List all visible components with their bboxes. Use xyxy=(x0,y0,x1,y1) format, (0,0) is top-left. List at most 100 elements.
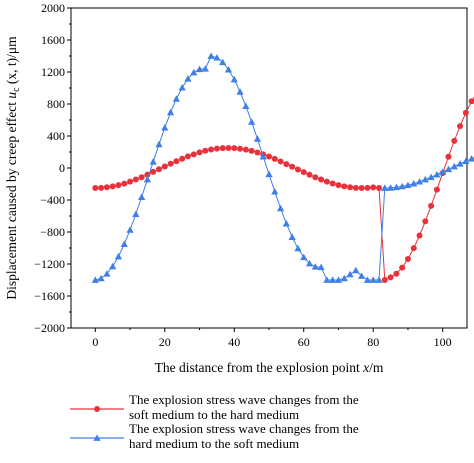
series-2-point xyxy=(456,160,464,167)
series-1-point xyxy=(213,145,220,152)
series-1-point xyxy=(381,277,388,283)
series-1-point xyxy=(387,274,394,281)
series-2-point xyxy=(143,175,152,183)
series-1-point xyxy=(266,153,273,160)
series-2-point xyxy=(433,171,441,178)
series-2-point xyxy=(439,168,447,175)
series-1-point xyxy=(173,158,180,165)
series-1-point xyxy=(404,255,411,262)
x-tick-label: 60 xyxy=(298,335,310,349)
series-1-point xyxy=(271,155,278,162)
series-2-point xyxy=(427,173,435,181)
series-2-point xyxy=(329,276,337,283)
series-2-point xyxy=(352,266,360,274)
series-2-point xyxy=(311,263,319,270)
series-2-point xyxy=(126,226,134,233)
series-2-point xyxy=(468,155,474,162)
series-1-point xyxy=(103,184,110,191)
series-1-point xyxy=(237,145,244,152)
y-axis-title: Displacement caused by creep effect uc (… xyxy=(4,36,22,300)
series-2-point xyxy=(132,210,140,217)
x-tick-label: 20 xyxy=(159,335,171,349)
series-2-point xyxy=(334,276,343,283)
series-2-point xyxy=(265,170,273,178)
series-2-point xyxy=(294,244,302,252)
series-1-point xyxy=(329,180,336,187)
y-tick-label: −2000 xyxy=(34,321,65,335)
series-2-point xyxy=(155,140,163,148)
series-1-point xyxy=(416,232,423,239)
y-tick-label: −400 xyxy=(40,193,65,207)
series-2-point xyxy=(462,157,470,165)
series-1-point xyxy=(208,146,215,153)
series-1-point xyxy=(109,183,116,190)
series-2-point xyxy=(421,175,429,183)
series-1-point xyxy=(196,149,203,156)
series-1-point xyxy=(457,123,464,130)
series-2-point xyxy=(207,52,215,59)
series-2-point xyxy=(178,84,186,91)
series-1-point xyxy=(289,163,296,170)
series-2-point xyxy=(120,240,128,248)
series-layer xyxy=(91,52,474,283)
series-2-point xyxy=(213,54,221,61)
series-1-point xyxy=(462,109,469,116)
series-2-point xyxy=(230,75,238,83)
series-1-point xyxy=(190,151,197,158)
series-2-point xyxy=(444,165,453,173)
series-2-point xyxy=(172,95,180,102)
legend-label-1: The explosion stress wave changes from t… xyxy=(129,392,359,407)
legend-label-1: soft medium to the hard medium xyxy=(129,407,299,422)
series-2-point xyxy=(184,75,192,82)
series-2-point xyxy=(410,180,418,187)
series-1-point xyxy=(219,145,226,152)
series-2-point xyxy=(271,188,279,195)
x-tick-label: 80 xyxy=(367,335,379,349)
series-2-point xyxy=(166,108,175,116)
series-2-point xyxy=(288,233,296,240)
series-2-point xyxy=(91,276,99,283)
series-1-point xyxy=(98,184,105,191)
plot-frame xyxy=(70,7,468,329)
series-1-point xyxy=(121,180,128,187)
axis-ticks: −2000−1600−1200−800−40004008001200160020… xyxy=(34,1,451,349)
x-tick-label: 100 xyxy=(434,335,452,349)
series-1-point xyxy=(347,184,354,191)
series-1-point xyxy=(335,182,342,189)
series-2-point xyxy=(149,158,157,165)
series-1-point xyxy=(376,185,383,191)
series-1-point xyxy=(115,182,122,189)
series-2-point xyxy=(276,204,285,212)
series-1-point xyxy=(150,168,157,175)
y-tick-label: 400 xyxy=(47,129,65,143)
series-1-point xyxy=(312,174,319,181)
series-2-point xyxy=(161,124,169,131)
series-2-point xyxy=(109,262,117,270)
series-1-point xyxy=(300,169,307,176)
series-2-point xyxy=(305,259,314,267)
series-2-point xyxy=(114,252,123,260)
series-1-point xyxy=(323,178,330,185)
series-2-point xyxy=(195,65,204,73)
series-1-point xyxy=(451,137,458,144)
series-1-point xyxy=(225,145,232,151)
series-2-point xyxy=(381,184,389,191)
series-1-point xyxy=(127,178,134,185)
y-tick-label: 1600 xyxy=(41,33,65,47)
series-1-point xyxy=(231,145,238,152)
series-1-point xyxy=(202,147,209,154)
series-2-point xyxy=(300,253,308,261)
series-1-point xyxy=(341,183,348,190)
series-2-point xyxy=(201,65,209,72)
series-2-point xyxy=(375,276,383,283)
series-2-point xyxy=(386,184,395,191)
series-1-point xyxy=(167,160,174,167)
series-1-point xyxy=(410,245,417,252)
series-2-point xyxy=(236,88,244,95)
series-2-point xyxy=(253,135,262,142)
series-1-point xyxy=(399,264,406,271)
series-2-point xyxy=(224,66,233,73)
y-tick-label: 1200 xyxy=(41,65,65,79)
series-1-point xyxy=(161,163,168,170)
